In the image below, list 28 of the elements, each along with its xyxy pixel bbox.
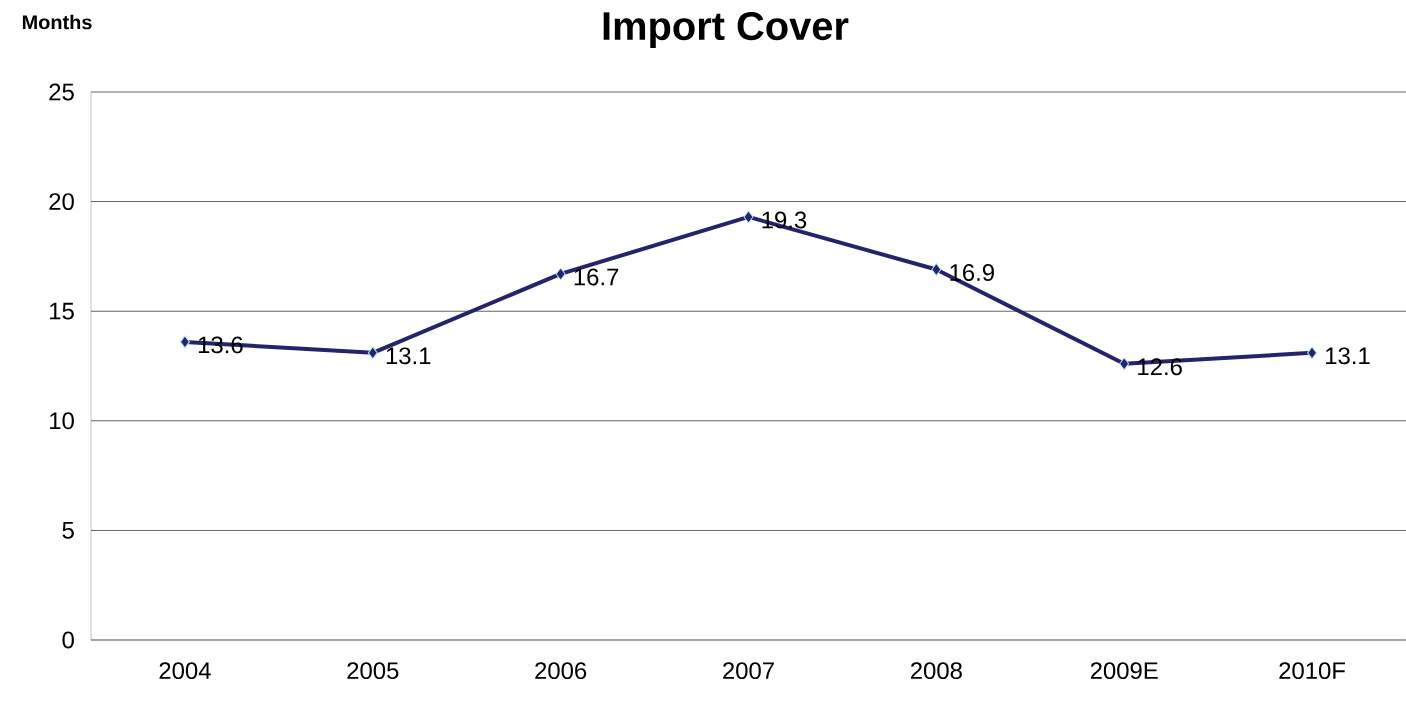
data-label: 19.3 bbox=[762, 211, 807, 229]
y-tick-label: 0 bbox=[62, 631, 74, 649]
x-tick-label: 2007 bbox=[723, 662, 774, 680]
x-tick-label: 2008 bbox=[910, 662, 962, 680]
x-tick-label: 2004 bbox=[159, 662, 211, 680]
data-label: 12.6 bbox=[1138, 358, 1182, 376]
y-tick-label: 15 bbox=[50, 302, 74, 320]
chart-title: Import Cover bbox=[603, 11, 849, 49]
x-tick-label: 2010F bbox=[1279, 662, 1345, 680]
point bbox=[179, 335, 190, 349]
point bbox=[743, 210, 754, 224]
data-label: 13.1 bbox=[386, 347, 431, 365]
point bbox=[555, 267, 566, 281]
data-label: 16.7 bbox=[574, 268, 619, 286]
y-tick-label: 25 bbox=[49, 83, 74, 101]
point bbox=[367, 346, 378, 360]
x-tick-label: 2009E bbox=[1090, 662, 1158, 680]
point bbox=[1119, 357, 1130, 371]
data-label: 16.9 bbox=[950, 264, 994, 282]
point bbox=[1307, 346, 1318, 360]
data-label: 13.1 bbox=[1326, 347, 1370, 365]
point bbox=[931, 263, 942, 277]
y-tick-label: 10 bbox=[50, 412, 74, 430]
x-tick-label: 2006 bbox=[535, 662, 587, 680]
y-tick-label: 20 bbox=[49, 193, 74, 211]
y-axis-title: Months bbox=[22, 14, 92, 30]
y-tick-label: 5 bbox=[62, 522, 74, 539]
x-tick-label: 2005 bbox=[347, 662, 399, 680]
